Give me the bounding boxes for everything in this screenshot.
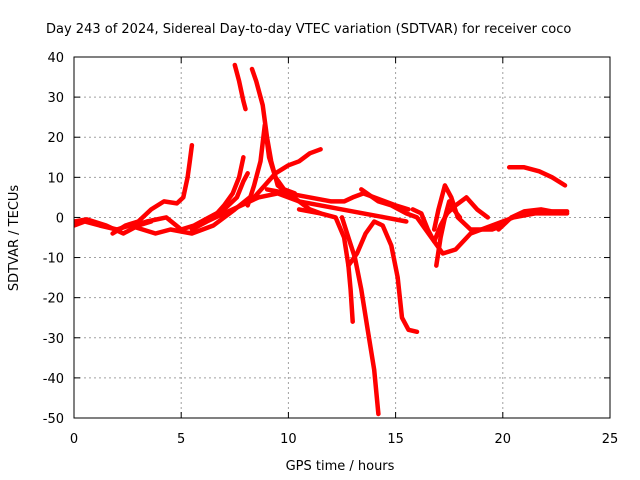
y-tick-label: -50: [43, 412, 64, 427]
x-tick-label: 20: [495, 432, 512, 447]
series-arc-19: [496, 207, 570, 232]
series-arc-15: [359, 187, 570, 256]
x-tick-label: 15: [387, 432, 404, 447]
series-arc-12: [296, 207, 355, 324]
y-tick-label: -10: [43, 252, 64, 267]
y-tick-label: -20: [43, 292, 64, 307]
series-arc-13: [339, 215, 381, 417]
x-tick-label: 10: [280, 432, 297, 447]
x-axis-label: GPS time / hours: [286, 459, 395, 474]
series-arc-4: [131, 171, 250, 232]
y-tick-label: -30: [43, 332, 64, 347]
series-arc-14: [346, 219, 420, 335]
plot-frame: [73, 56, 611, 419]
y-tick-label: 30: [47, 91, 64, 106]
chart-title: Day 243 of 2024, Sidereal Day-to-day VTE…: [46, 22, 571, 37]
series-layer: [74, 62, 570, 417]
y-tick-label: 0: [56, 211, 64, 226]
y-tick-label: 20: [47, 131, 64, 146]
series-arc-7: [232, 62, 248, 112]
series-arc-20: [506, 165, 568, 188]
y-axis-label: SDTVAR / TECUs: [7, 185, 22, 292]
x-tick-label: 0: [70, 432, 78, 447]
series-arc-3: [110, 142, 195, 236]
y-tick-label: 10: [47, 171, 64, 186]
y-tick-label: -40: [43, 372, 64, 387]
y-tick-label: 40: [47, 51, 64, 66]
series-arc-10: [251, 147, 323, 200]
series-arc-9: [245, 122, 298, 208]
x-tick-label: 5: [177, 432, 185, 447]
series-arc-18: [431, 183, 506, 232]
x-tick-label: 25: [602, 432, 619, 447]
tick-layer: 0 5 10 15 20 25 40 30 20 10 0 -10 -20 -30 -40 -50: [43, 51, 619, 447]
series-arc-6: [189, 191, 409, 232]
